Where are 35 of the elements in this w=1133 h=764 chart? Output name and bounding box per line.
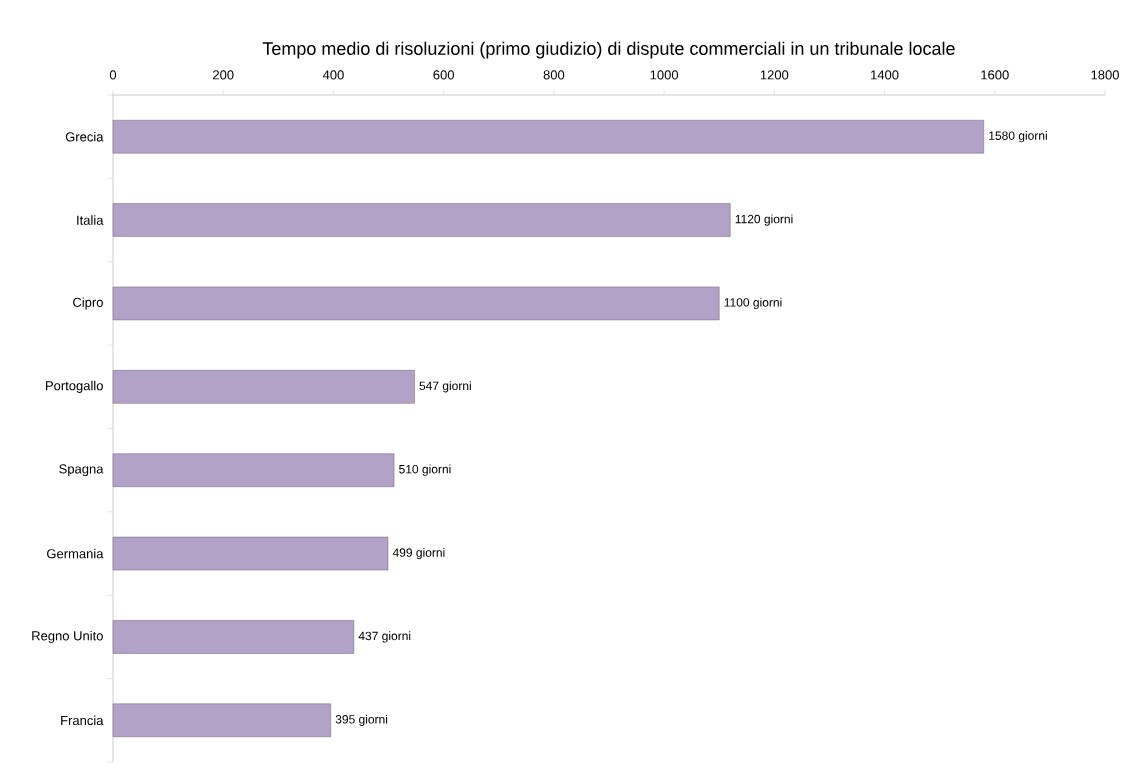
data-label: 437 giorni [358,631,411,643]
y-tick-label: Spagna [59,464,104,477]
y-tick-label: Grecia [65,131,104,142]
x-tick-label: 800 [543,70,565,80]
data-label: 499 giorni [392,547,445,560]
x-tick-label: 400 [322,70,344,80]
y-tick-label: Regno Unito [32,630,103,644]
bar [112,453,395,487]
data-label: 395 giorni [335,714,388,726]
y-tick-label: Italia [77,215,104,225]
data-label: 547 giorni [419,381,471,393]
y-tick-label: Portogallo [45,380,103,393]
data-label: 1100 giorni [724,297,782,310]
x-tick-label: 1400 [871,70,899,80]
bar [112,536,389,571]
y-tick-label: Cipro [73,297,103,310]
x-tick-label: 1200 [760,70,789,80]
data-label: 1580 giorni [989,131,1047,143]
x-tick-label: 200 [213,70,234,80]
data-label: 510 giorni [399,464,451,476]
x-tick-label: 1800 [1091,70,1119,80]
chart-title: Tempo medio di risoluzioni (primo giudizio) di dispute commerciali in un tribunale locale [262,41,955,59]
x-tick-label: 1000 [650,70,679,80]
y-tick-label: Germania [47,548,104,559]
bar [112,203,731,237]
bar [112,703,331,738]
bar [112,620,355,654]
y-tick-label: Francia [61,715,104,726]
x-tick-label: 0 [109,70,117,80]
x-tick-label: 1600 [981,70,1009,80]
data-label: 1120 giorni [735,214,793,226]
bar [112,120,984,154]
bar [112,370,415,404]
bar [112,286,720,321]
x-tick-label: 600 [433,70,454,80]
